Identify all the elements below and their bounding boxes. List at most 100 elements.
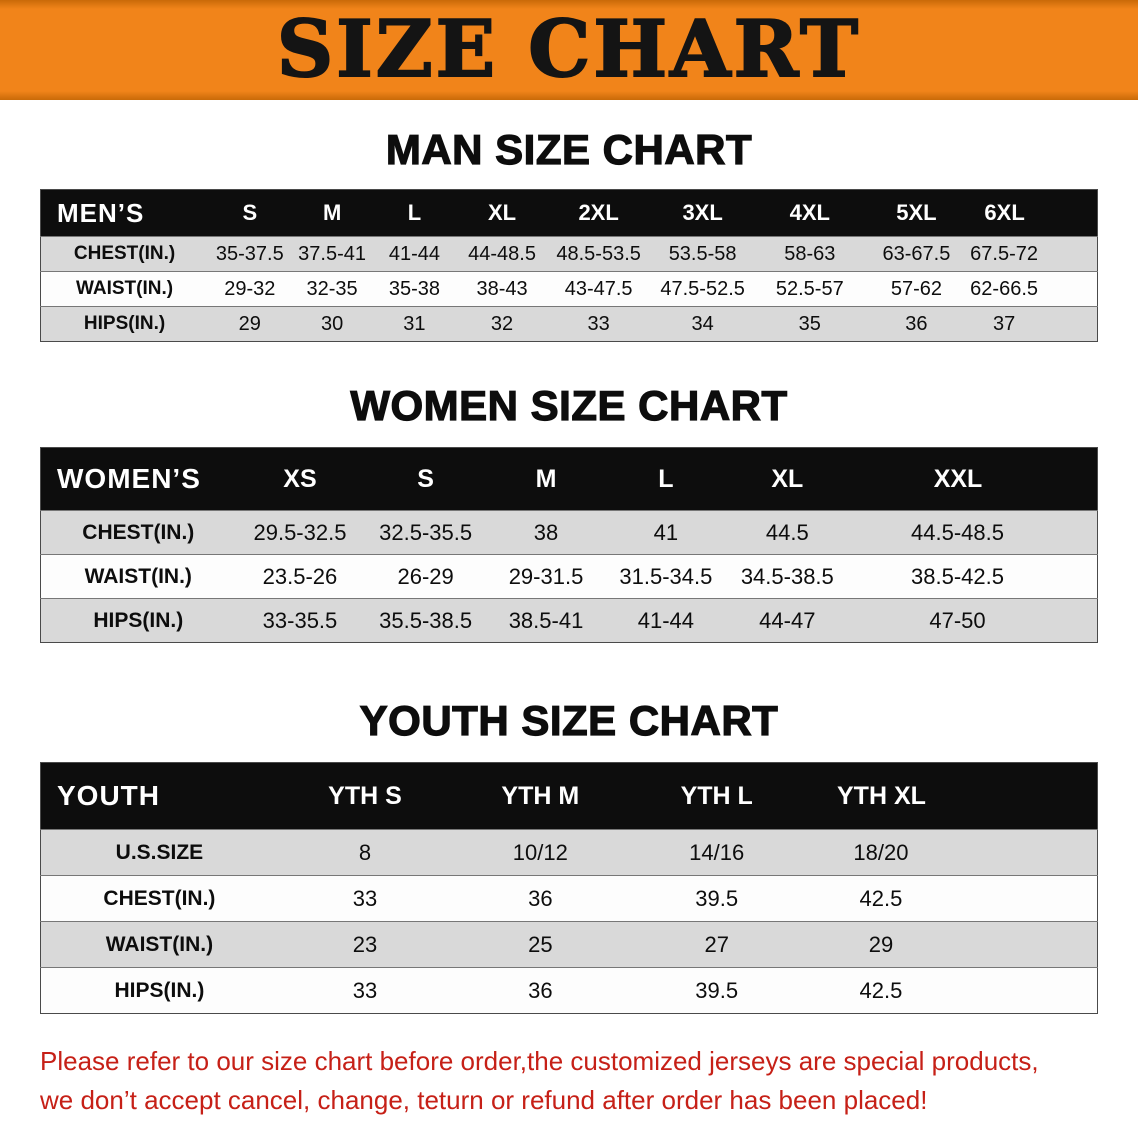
table-cell: 43-47.5	[564, 277, 633, 300]
men-table-body: CHEST(IN.) 35-37.5 37.5-41 41-44 44-48.5 48.5…	[40, 236, 1098, 342]
table-corner-label: MEN’S	[40, 189, 209, 237]
table-cell: 33	[587, 312, 610, 335]
size-column-header: 6XL	[969, 189, 1098, 237]
row-label: CHEST(IN.)	[82, 520, 195, 544]
table-cell: 63-67.5	[882, 242, 951, 265]
table-cell: 32	[490, 312, 514, 335]
size-column-header: S	[364, 447, 487, 511]
table-cell: 29	[868, 931, 894, 957]
row-label: WAIST(IN.)	[75, 278, 174, 300]
size-column-header: S	[208, 189, 292, 237]
table-cell: 44-48.5	[468, 242, 536, 265]
youth-size-table: YOUTH YTH S YTH M YTH L YTH XL U.S.SIZE 8 10/1…	[40, 762, 1098, 1015]
table-cell: 39.5	[695, 885, 739, 911]
table-cell: 44.5-48.5	[911, 519, 1004, 545]
size-column-header: 4XL	[755, 189, 864, 237]
table-cell: 58-63	[784, 242, 836, 265]
row-label: HIPS(IN.)	[83, 313, 166, 335]
table-cell: 31.5-34.5	[619, 563, 713, 589]
table-row: CHEST(IN.) 33 36 39.5 42.5	[40, 875, 1098, 922]
size-column-header: L	[372, 189, 457, 237]
table-row: CHEST(IN.) 35-37.5 37.5-41 41-44 44-48.5 48.5…	[40, 236, 1098, 272]
row-label: HIPS(IN.)	[114, 978, 205, 1002]
table-cell: 62-66.5	[970, 277, 1039, 300]
men-size-table: MEN’S S M L XL 2XL 3XL 4XL 5XL 6XL CHEST(IN.) 35-3…	[40, 189, 1098, 343]
table-cell: 67.5-72	[970, 242, 1039, 265]
size-column-header: 2XL	[547, 189, 650, 237]
table-cell: 10/12	[512, 839, 568, 865]
youth-section-heading: YOUTH SIZE CHART	[359, 696, 779, 745]
table-corner-label: YOUTH	[40, 762, 278, 830]
notice-line-1: Please refer to our size chart before or…	[40, 1046, 1039, 1077]
table-header-row: YOUTH YTH S YTH M YTH L YTH XL	[40, 762, 1098, 830]
table-cell: 29	[238, 312, 261, 335]
table-cell: 38-43	[476, 277, 528, 300]
table-row: WAIST(IN.) 29-32 32-35 35-38 38-43 43-47.5 47.…	[40, 271, 1098, 307]
page-title: SIZE CHART	[276, 4, 862, 95]
table-cell: 42.5	[859, 977, 903, 1003]
table-row: HIPS(IN.) 29 30 31 32 33 34 35 36 37	[40, 306, 1098, 342]
table-cell: 37.5-41	[298, 242, 367, 265]
table-cell: 32-35	[306, 277, 358, 300]
youth-section: YOUTH SIZE CHART YOUTH YTH S YTH M YTH L YTH…	[0, 696, 1138, 1015]
table-cell: 35-37.5	[215, 242, 284, 265]
table-cell: 32.5-35.5	[379, 519, 473, 545]
table-cell: 44.5	[765, 519, 809, 545]
table-cell: 47-50	[929, 607, 986, 633]
size-column-header: 3XL	[649, 189, 756, 237]
table-cell: 39.5	[695, 977, 739, 1003]
women-table-body: CHEST(IN.) 29.5-32.5 32.5-35.5 38 41 44.5 44.5…	[40, 510, 1098, 643]
size-column-header: YTH M	[452, 762, 629, 830]
women-section-heading: WOMEN SIZE CHART	[350, 381, 788, 430]
table-cell: 35	[798, 312, 821, 335]
women-size-table: WOMEN’S XS S M L XL XXL CHEST(IN.) 29.5-32.5 32.…	[40, 447, 1098, 644]
size-column-header: XS	[235, 447, 365, 511]
notice-line-2: we don’t accept cancel, change, teturn o…	[40, 1085, 928, 1116]
table-cell: 41-44	[637, 607, 694, 633]
banner: SIZE CHART	[0, 0, 1138, 100]
table-cell: 37	[992, 312, 1016, 335]
men-section-heading: MAN SIZE CHART	[385, 125, 753, 173]
size-column-header: YTH S	[277, 762, 453, 830]
size-column-header: XL	[726, 447, 849, 511]
table-cell: 14/16	[689, 839, 745, 865]
table-cell: 33	[352, 885, 378, 911]
table-cell: 18/20	[853, 839, 909, 865]
youth-table-head: YOUTH YTH S YTH M YTH L YTH XL	[40, 762, 1098, 830]
size-column-header: 5XL	[863, 189, 970, 237]
size-column-header: XXL	[848, 447, 1098, 511]
table-cell: 33	[352, 977, 378, 1003]
row-label: U.S.SIZE	[115, 840, 204, 864]
table-cell: 42.5	[859, 885, 903, 911]
row-label: CHEST(IN.)	[73, 243, 176, 265]
row-label: WAIST(IN.)	[84, 564, 192, 588]
table-cell: 36	[528, 977, 553, 1003]
table-cell: 38.5-42.5	[911, 563, 1004, 589]
table-cell: 31	[403, 312, 426, 335]
table-cell: 41	[653, 519, 679, 545]
table-cell: 29.5-32.5	[253, 519, 347, 545]
size-column-header: YTH XL	[804, 762, 1098, 830]
row-label: HIPS(IN.)	[93, 608, 184, 632]
table-cell: 35.5-38.5	[379, 607, 473, 633]
table-row: WAIST(IN.) 23.5-26 26-29 29-31.5 31.5-34.5 34…	[40, 554, 1098, 599]
size-column-header: YTH L	[628, 762, 805, 830]
table-row: HIPS(IN.) 33-35.5 35.5-38.5 38.5-41 41-44 44-…	[40, 598, 1098, 643]
table-header-row: WOMEN’S XS S M L XL XXL	[40, 447, 1098, 511]
table-cell: 34.5-38.5	[740, 563, 834, 589]
youth-table-body: U.S.SIZE 8 10/12 14/16 18/20 CHEST(IN.) 33 36 39…	[40, 829, 1098, 1014]
size-column-header: M	[291, 189, 373, 237]
women-section: WOMEN SIZE CHART WOMEN’S XS S M L XL XXL CHEST…	[0, 381, 1138, 644]
table-cell: 8	[358, 839, 372, 865]
table-cell: 53.5-58	[668, 242, 737, 265]
row-label: WAIST(IN.)	[105, 932, 214, 956]
table-cell: 27	[704, 931, 729, 957]
table-row: WAIST(IN.) 23 25 27 29	[40, 921, 1098, 968]
table-cell: 30	[320, 312, 344, 335]
row-label: CHEST(IN.)	[103, 886, 216, 910]
table-row: U.S.SIZE 8 10/12 14/16 18/20	[40, 829, 1098, 876]
table-row: CHEST(IN.) 29.5-32.5 32.5-35.5 38 41 44.5 44.5…	[40, 510, 1098, 555]
table-cell: 29-32	[224, 277, 276, 300]
order-notice: Please refer to our size chart before or…	[40, 1042, 1098, 1120]
